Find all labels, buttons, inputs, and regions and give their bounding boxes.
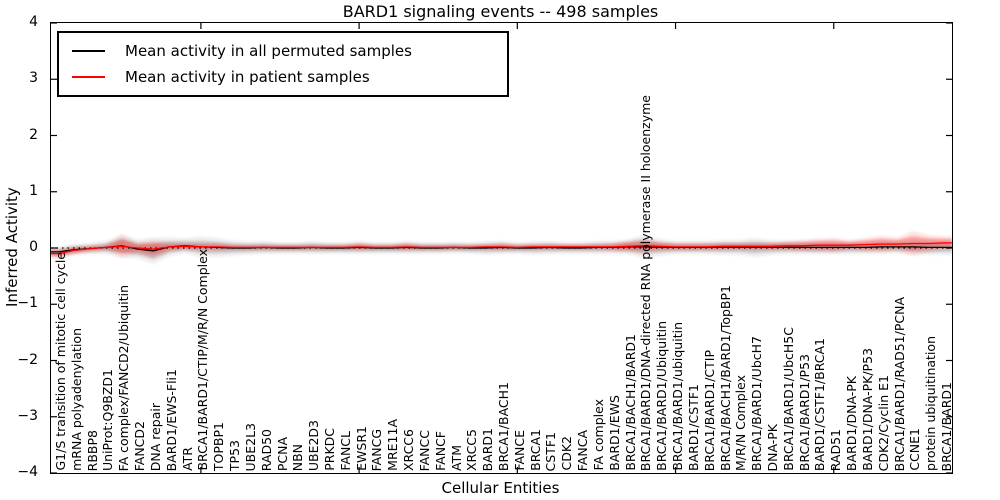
x-tick-label: BRCA1/BARD1/Ubiquitin <box>654 321 670 471</box>
patient-mean-line <box>51 242 952 255</box>
x-tick-label: BRCA1/BARD1/RAD51/PCNA <box>891 296 907 471</box>
x-tick-label: BRCA1 <box>527 429 543 471</box>
x-tick-label: mRNA polyadenylation <box>68 328 84 471</box>
x-tick-label: DNA-PK <box>764 423 780 472</box>
x-tick-label: DNA repair <box>147 402 163 471</box>
permuted-line-swatch <box>72 49 105 52</box>
x-tick-label: TP53 <box>227 439 243 471</box>
x-tick-label: CDK2/Cyclin E1 <box>875 374 891 471</box>
x-tick-label: BRCA1/BARD1/CTIP <box>701 349 717 471</box>
x-tick-label: FANCG <box>369 428 385 471</box>
chart-canvas <box>51 23 952 473</box>
legend-item-permuted: Mean activity in all permuted samples <box>72 42 507 60</box>
x-tick-label: XRCC6 <box>401 428 417 471</box>
x-tick-label: G1/S transition of mitotic cell cycle <box>53 252 68 471</box>
y-tick-label: −3 <box>17 407 38 424</box>
x-tick-label: FA complex <box>590 399 606 471</box>
x-tick-label: FANCA <box>575 429 591 471</box>
x-tick-label: CSTF1 <box>543 431 559 471</box>
x-tick-label: M/R/N Complex <box>733 374 749 471</box>
x-tick-label: protein ubiquitination <box>923 336 939 471</box>
x-tick-label: FANCC <box>416 429 432 471</box>
x-tick-label: BARD1/CSTF1 <box>685 383 701 471</box>
x-tick-label: UBE2L3 <box>242 422 258 472</box>
y-tick-label: −2 <box>17 351 38 368</box>
x-tick-label: BRCA1/BARD1 <box>939 381 954 471</box>
x-tick-label: CDK2 <box>559 436 575 471</box>
chart-title: BARD1 signaling events -- 498 samples <box>342 2 659 21</box>
x-tick-label: BRCA1/BARD1/ubiquitin <box>670 322 686 471</box>
x-tick-label: FA complex/FANCD2/Ubiquitin <box>116 284 132 471</box>
x-tick-label: FANCE <box>511 430 527 471</box>
x-tick-label: BRCA1/BACH1 <box>496 381 511 471</box>
y-tick-label: 2 <box>29 126 38 143</box>
x-tick-label: BRCA1/BARD1/DNA-directed RNA polymerase … <box>638 94 654 471</box>
x-tick-label: CCNE1 <box>907 428 923 471</box>
legend-label-permuted: Mean activity in all permuted samples <box>125 41 412 60</box>
x-tick-label: BARD1/CSTF1/BRCA1 <box>812 337 828 471</box>
legend-label-patient: Mean activity in patient samples <box>125 68 370 87</box>
x-axis-label: Cellular Entities <box>441 479 560 497</box>
y-tick-labels: 4 3 2 1 0 −1 −2 −3 −4 <box>0 14 45 480</box>
y-tick-label: 1 <box>29 182 38 199</box>
x-tick-label: FANCF <box>432 431 448 471</box>
y-tick-label: 4 <box>29 14 38 30</box>
x-tick-label: EWSR1 <box>353 426 369 471</box>
x-tick-label: BRCA1/BACH1/BARD1/TopBP1 <box>717 284 733 471</box>
y-tick-label: −4 <box>17 464 38 480</box>
x-tick-label: NBN <box>290 443 306 471</box>
y-tick-label: −1 <box>17 295 38 312</box>
x-tick-label: BARD1/DNA-PK <box>844 375 860 471</box>
x-tick-label: BARD1/EWS <box>606 395 622 471</box>
x-tick-label: RAD50 <box>258 428 274 471</box>
x-tick-label: BARD1/DNA-PK/P53 <box>859 348 875 471</box>
x-tick-label: TOPBP1 <box>211 421 227 471</box>
x-tick-label: BARD1/EWS-Fli1 <box>163 368 179 471</box>
y-tick-label: 0 <box>29 239 38 255</box>
x-tick-label: BRCA1/BARD1/UbcH5C <box>780 327 796 471</box>
x-tick-label: ATR <box>179 447 195 471</box>
legend-item-patient: Mean activity in patient samples <box>72 68 507 86</box>
y-tick-label: 3 <box>29 70 38 87</box>
x-tick-label: BRCA1/BACH1/BARD1 <box>622 334 638 471</box>
plot-area: G1/S transition of mitotic cell cycle mRN… <box>50 22 954 474</box>
x-tick-label: ATM <box>448 444 464 471</box>
x-tick-label: BRCA1/BARD1/UbcH7 <box>749 336 765 471</box>
legend: Mean activity in all permuted samples Me… <box>57 31 509 97</box>
x-tick-label: RBBP8 <box>84 429 100 471</box>
x-tick-label: BARD1 <box>480 427 496 471</box>
x-tick-label: PRKDC <box>321 428 337 471</box>
x-tick-label: BRCA1/BARD1/CTIP/M/R/N Complex <box>195 249 211 471</box>
x-tick-label: UniProt:Q9BZD1 <box>100 369 116 471</box>
patient-line-swatch <box>72 76 105 79</box>
x-tick-label: FANCD2 <box>132 420 148 471</box>
x-tick-label: RAD51 <box>828 428 844 471</box>
x-tick-label: MRE11A <box>385 419 401 471</box>
x-tick-label: PCNA <box>274 436 290 471</box>
x-tick-label: FANCL <box>337 431 353 471</box>
x-tick-label: BRCA1/BARD1/P53 <box>796 353 812 471</box>
x-tick-label: UBE2D3 <box>306 419 322 471</box>
x-tick-label: XRCC5 <box>464 428 480 471</box>
